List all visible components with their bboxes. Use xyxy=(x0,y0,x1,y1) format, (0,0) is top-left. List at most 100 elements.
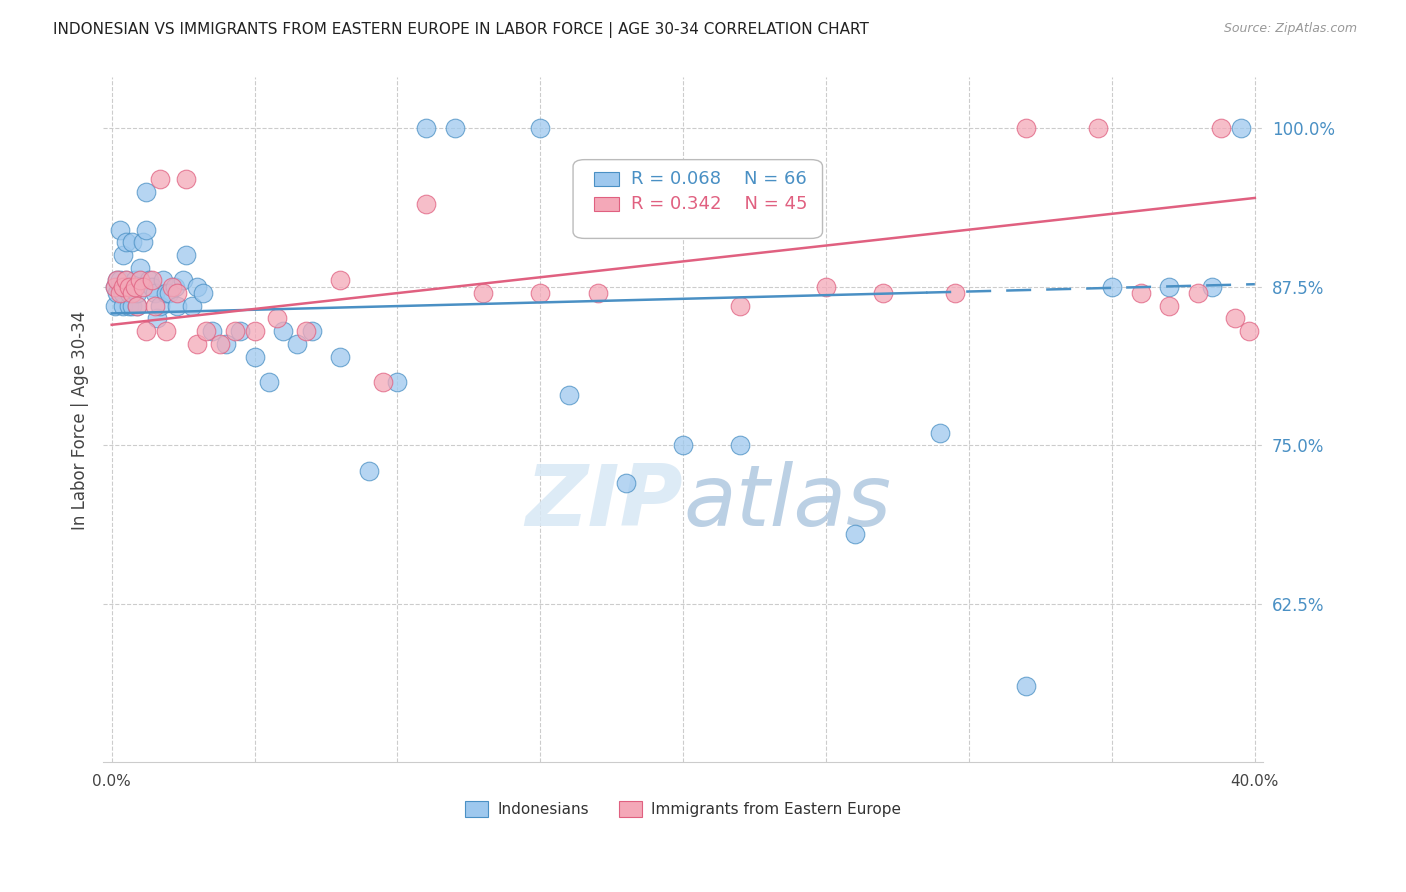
Point xyxy=(844,527,866,541)
Point xyxy=(271,324,294,338)
Point xyxy=(121,286,143,301)
Point xyxy=(287,336,309,351)
Point xyxy=(229,324,252,338)
Point xyxy=(1187,286,1209,301)
Point xyxy=(110,279,132,293)
Point xyxy=(1101,279,1123,293)
Point xyxy=(112,286,135,301)
Point xyxy=(118,286,141,301)
Point xyxy=(121,299,143,313)
Point xyxy=(1159,279,1181,293)
Point xyxy=(141,273,163,287)
Point xyxy=(127,299,149,313)
Point xyxy=(110,222,132,236)
Point xyxy=(730,438,752,452)
Point xyxy=(1015,679,1038,693)
Point xyxy=(143,299,166,313)
Text: ZIP: ZIP xyxy=(526,460,683,543)
Text: R = 0.068    N = 66: R = 0.068 N = 66 xyxy=(631,169,807,188)
Point xyxy=(472,286,495,301)
Point xyxy=(163,279,186,293)
Point xyxy=(129,260,152,275)
Point xyxy=(224,324,246,338)
Point xyxy=(110,273,132,287)
Point xyxy=(815,279,838,293)
Point xyxy=(135,222,157,236)
Point xyxy=(1201,279,1223,293)
Point xyxy=(124,279,146,293)
Point xyxy=(301,324,323,338)
Point xyxy=(107,273,129,287)
Point xyxy=(558,387,581,401)
Y-axis label: In Labor Force | Age 30-34: In Labor Force | Age 30-34 xyxy=(72,310,89,530)
Point xyxy=(135,185,157,199)
Point xyxy=(112,279,135,293)
Point xyxy=(166,299,188,313)
Point xyxy=(141,279,163,293)
Point xyxy=(295,324,318,338)
Point xyxy=(191,286,214,301)
Point xyxy=(127,286,149,301)
Point xyxy=(160,279,183,293)
Point xyxy=(132,235,155,250)
Point xyxy=(929,425,952,440)
Point xyxy=(115,235,138,250)
FancyBboxPatch shape xyxy=(593,197,620,211)
Point xyxy=(266,311,288,326)
Point xyxy=(329,350,352,364)
FancyBboxPatch shape xyxy=(593,172,620,186)
Point xyxy=(1229,121,1251,136)
Legend: Indonesians, Immigrants from Eastern Europe: Indonesians, Immigrants from Eastern Eur… xyxy=(458,795,907,823)
Point xyxy=(152,273,174,287)
Point xyxy=(1159,299,1181,313)
Point xyxy=(209,336,232,351)
Point xyxy=(180,299,202,313)
Point xyxy=(124,279,146,293)
Point xyxy=(172,273,194,287)
Point xyxy=(329,273,352,287)
Point xyxy=(195,324,218,338)
Point xyxy=(155,324,177,338)
Point xyxy=(614,476,637,491)
Text: R = 0.342    N = 45: R = 0.342 N = 45 xyxy=(631,195,807,213)
Point xyxy=(243,350,266,364)
Point xyxy=(186,336,208,351)
Point xyxy=(357,464,380,478)
Point xyxy=(135,324,157,338)
Point xyxy=(146,311,169,326)
Point xyxy=(132,279,155,293)
Point xyxy=(103,279,125,293)
Point xyxy=(373,375,395,389)
Point xyxy=(115,273,138,287)
Point xyxy=(129,273,152,287)
Point xyxy=(415,121,437,136)
Point xyxy=(672,438,695,452)
Text: Source: ZipAtlas.com: Source: ZipAtlas.com xyxy=(1223,22,1357,36)
Point xyxy=(174,248,197,262)
Point xyxy=(127,299,149,313)
Point xyxy=(149,299,172,313)
Point xyxy=(124,273,146,287)
Point xyxy=(157,286,180,301)
Point xyxy=(1223,311,1246,326)
Point xyxy=(107,286,129,301)
Point xyxy=(149,172,172,186)
Point xyxy=(118,279,141,293)
Point xyxy=(110,286,132,301)
Point xyxy=(586,286,609,301)
Point xyxy=(103,279,125,293)
Point xyxy=(872,286,894,301)
Point xyxy=(112,299,135,313)
Point xyxy=(186,279,208,293)
Point xyxy=(387,375,409,389)
Point xyxy=(943,286,966,301)
Point xyxy=(529,286,551,301)
Point xyxy=(443,121,465,136)
Text: INDONESIAN VS IMMIGRANTS FROM EASTERN EUROPE IN LABOR FORCE | AGE 30-34 CORRELAT: INDONESIAN VS IMMIGRANTS FROM EASTERN EU… xyxy=(53,22,869,38)
Point xyxy=(1237,324,1260,338)
Point xyxy=(529,121,551,136)
Point xyxy=(257,375,280,389)
Point xyxy=(215,336,238,351)
Point xyxy=(103,299,125,313)
Point xyxy=(118,299,141,313)
